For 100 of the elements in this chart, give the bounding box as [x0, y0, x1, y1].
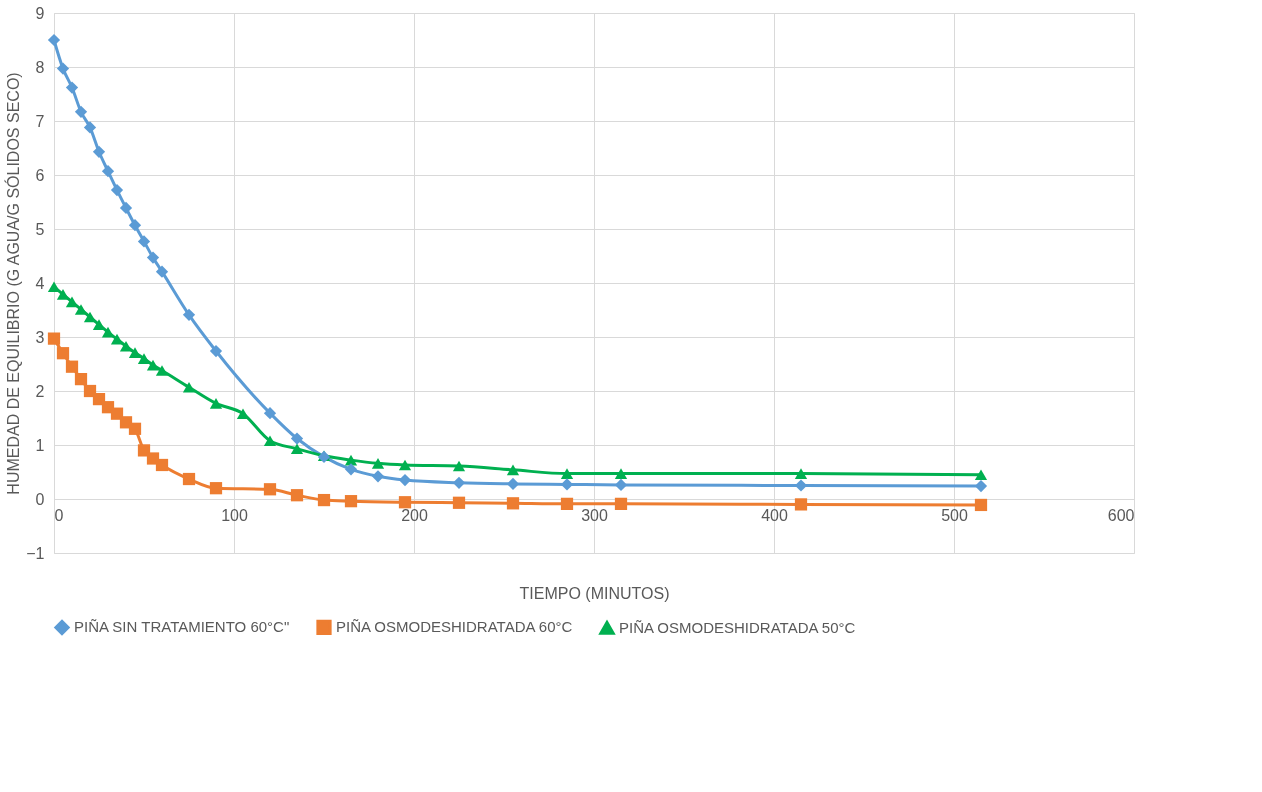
point [974, 469, 988, 480]
point [614, 478, 628, 492]
y-tick-label: 6 [35, 166, 45, 184]
point [119, 416, 133, 429]
point [182, 472, 196, 486]
point [236, 408, 250, 419]
point [92, 319, 106, 330]
point [74, 304, 88, 315]
point [344, 495, 358, 508]
x-tick-label: 200 [401, 506, 428, 524]
point [137, 235, 151, 248]
y-tick-label: 0 [35, 490, 45, 508]
point [290, 432, 304, 445]
point [56, 347, 70, 360]
point [263, 483, 277, 496]
point [182, 308, 196, 321]
point [506, 497, 520, 510]
point [92, 145, 106, 158]
legend-label: PIÑA OSMODESHIDRATADA 60°C [336, 618, 573, 636]
point [209, 398, 223, 409]
point [83, 121, 97, 134]
point [452, 460, 466, 472]
point [560, 468, 574, 479]
point [101, 165, 115, 178]
point [794, 498, 808, 511]
point [209, 344, 223, 358]
point [101, 401, 115, 414]
point [452, 496, 466, 509]
point [128, 219, 142, 232]
point [614, 497, 628, 510]
point [560, 497, 574, 510]
point [263, 435, 277, 446]
legend-label: PIÑA OSMODESHIDRATADA 50°C [619, 618, 856, 636]
point [506, 477, 520, 490]
point [506, 464, 520, 476]
point [155, 458, 169, 472]
y-axis-title: HUMEDAD DE EQUILIBRIO (G AGUA/G SÓLIDOS SECO) [4, 72, 23, 495]
y-tick-label: 9 [35, 4, 45, 22]
point [974, 498, 988, 512]
point [614, 468, 628, 479]
point [317, 493, 331, 507]
point [452, 476, 466, 489]
point [83, 311, 97, 323]
y-tick-label: −1 [26, 544, 45, 562]
point [47, 332, 61, 345]
point [110, 184, 124, 197]
point [398, 496, 412, 509]
point [155, 365, 169, 376]
y-tick-label: 2 [35, 382, 45, 400]
point [83, 384, 97, 398]
point [65, 360, 79, 373]
legend-label: PIÑA SIN TRATAMIENTO 60°C" [74, 618, 290, 636]
point [263, 407, 277, 420]
point [47, 281, 61, 293]
x-tick-label: 100 [221, 506, 248, 524]
point [92, 392, 106, 406]
point [371, 470, 385, 483]
point [101, 326, 115, 338]
point [56, 62, 70, 75]
point [56, 289, 70, 300]
point [119, 340, 133, 352]
x-tick-label: 500 [941, 506, 968, 524]
point [290, 489, 304, 502]
point [146, 251, 160, 264]
point [146, 452, 160, 465]
point [47, 33, 61, 47]
point [290, 443, 304, 455]
y-tick-label: 1 [35, 436, 45, 454]
point [119, 201, 133, 215]
y-tick-label: 8 [35, 58, 45, 76]
x-tick-label: 0 [54, 506, 64, 524]
y-tick-label: 3 [35, 328, 45, 346]
point [137, 353, 151, 364]
point [371, 458, 385, 469]
point [398, 473, 412, 487]
y-tick-label: 4 [35, 274, 45, 292]
point [398, 459, 412, 471]
y-tick-label: 5 [35, 220, 45, 238]
point [110, 407, 124, 420]
x-tick-label: 400 [761, 506, 788, 524]
point [128, 422, 142, 435]
x-axis-title: TIEMPO (MINUTOS) [519, 584, 670, 602]
x-tick-label: 600 [1107, 506, 1135, 524]
point [74, 105, 88, 118]
point [146, 359, 160, 371]
point [794, 479, 808, 492]
point [794, 468, 808, 479]
point [128, 347, 142, 358]
point [74, 373, 88, 386]
x-tick-label: 300 [581, 506, 608, 524]
point [65, 296, 79, 308]
point [344, 463, 358, 476]
point [974, 479, 988, 493]
point [155, 265, 169, 278]
point [110, 333, 124, 345]
point [65, 81, 79, 94]
y-tick-label: 7 [35, 112, 45, 130]
point [209, 482, 223, 495]
point [182, 381, 196, 393]
point [137, 444, 151, 457]
